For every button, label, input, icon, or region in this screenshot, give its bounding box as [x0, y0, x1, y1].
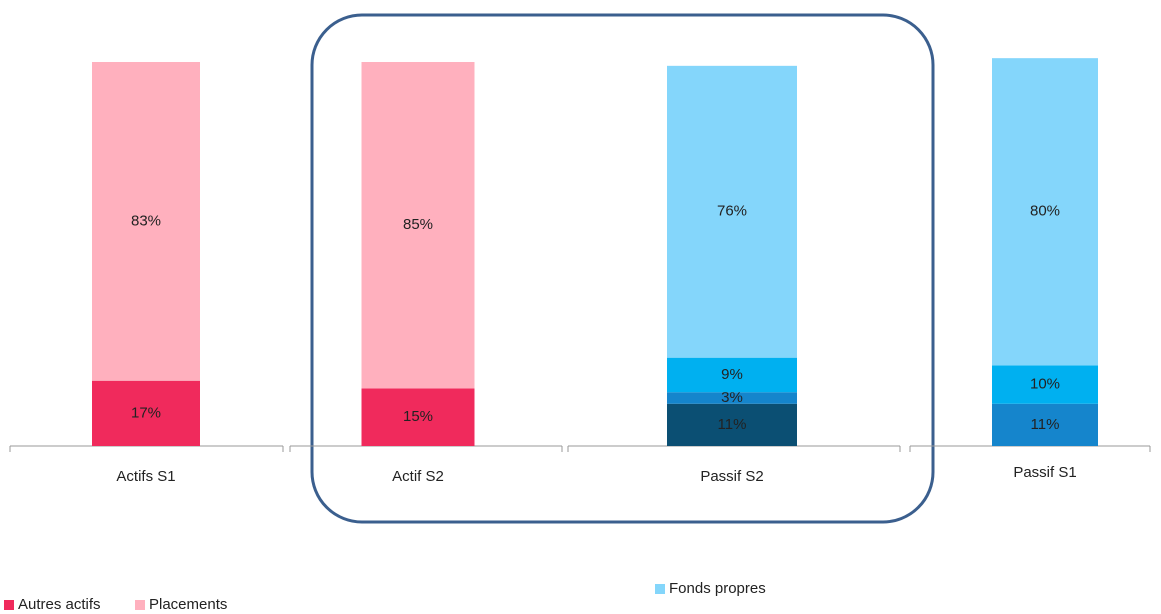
bar-segment	[92, 380, 200, 446]
x-tick-label: Actif S2	[392, 468, 444, 485]
x-tick-label: Passif S1	[1013, 464, 1076, 481]
bar-segment	[992, 365, 1098, 404]
bar-segment	[667, 357, 797, 393]
bar-segment	[92, 62, 200, 381]
value-label: 76%	[717, 203, 747, 220]
bar-segment	[667, 403, 797, 446]
legend-label: Fonds propres	[669, 580, 766, 597]
bar-segment	[667, 65, 797, 358]
legend-swatch	[135, 600, 145, 610]
value-label: 3%	[721, 389, 743, 406]
bar-segment	[361, 62, 475, 389]
value-label: 17%	[131, 404, 161, 421]
bar-segment	[992, 58, 1098, 366]
bar-segment	[992, 403, 1098, 446]
value-label: 80%	[1030, 203, 1060, 220]
value-label: 11%	[1031, 416, 1060, 433]
value-label: 10%	[1030, 376, 1060, 393]
value-label: 83%	[131, 212, 161, 229]
bar-segment	[667, 392, 797, 404]
x-tick-label: Passif S2	[700, 468, 763, 485]
value-label: 15%	[403, 408, 433, 425]
value-label: 11%	[718, 416, 747, 433]
legend-swatch	[4, 600, 14, 610]
bar-segment	[361, 388, 475, 446]
legend-label: Autres actifs	[18, 596, 101, 613]
highlight-frame	[310, 13, 935, 524]
legend-label: Placements	[149, 596, 227, 613]
value-label: 85%	[403, 216, 433, 233]
x-tick-label: Actifs S1	[116, 468, 175, 485]
value-label: 9%	[721, 366, 743, 383]
legend-swatch	[655, 584, 665, 594]
